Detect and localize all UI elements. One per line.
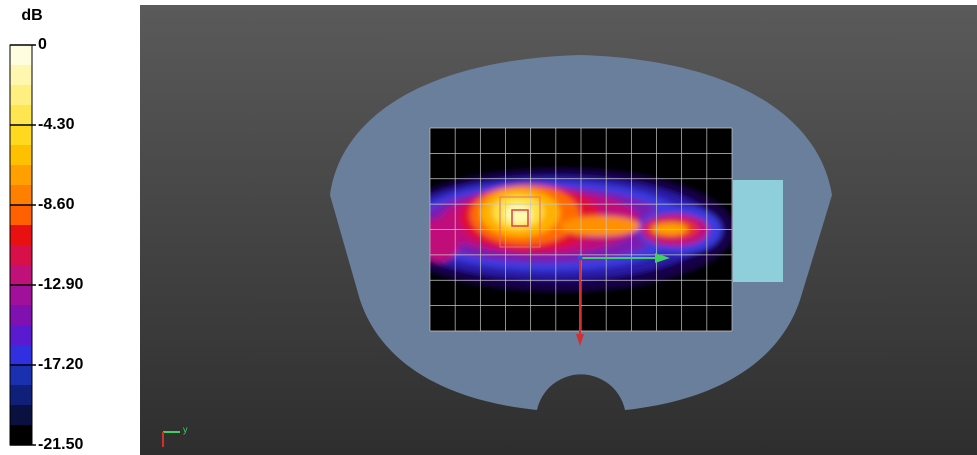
colorbar-label: -8.60 [38, 196, 75, 213]
colorbar-band [10, 365, 32, 386]
colorbar-band [10, 205, 32, 226]
colorbar-label: -17.20 [38, 356, 83, 373]
colorbar-band [10, 345, 32, 366]
colorbar-band [10, 225, 32, 246]
zoom-box [499, 196, 541, 248]
device-outline [733, 180, 783, 282]
colorbar-band [10, 265, 32, 286]
colorbar-label: -21.50 [38, 436, 83, 453]
colorbar-band [10, 185, 32, 206]
colorbar-band [10, 305, 32, 326]
sar-heatmap [430, 168, 732, 292]
axis-x-arrow [655, 253, 670, 263]
colorbar-label: 0 [38, 36, 47, 53]
colorbar-band [10, 325, 32, 346]
colorbar-band [10, 285, 32, 306]
colorbar-band [10, 105, 32, 126]
mini-axis-label: y [183, 424, 188, 434]
colorbar-band [10, 125, 32, 146]
colorbar-label: -12.90 [38, 276, 83, 293]
peak-box [511, 209, 529, 227]
colorbar-label: -4.30 [38, 116, 75, 133]
colorbar-band [10, 65, 32, 86]
colorbar-band [10, 165, 32, 186]
colorbar-band [10, 425, 32, 446]
colorbar-band [10, 85, 32, 106]
colorbar-band [10, 385, 32, 406]
colorbar-band [10, 245, 32, 266]
colorbar-band [10, 45, 32, 66]
colorbar-unit: dB [21, 7, 42, 24]
colorbar-band [10, 145, 32, 166]
colorbar: 0 -4.30 -8.60 -12.90 -17.20 -21.50 [9, 36, 83, 453]
colorbar-band [10, 405, 32, 426]
axis-z-arrow [576, 334, 584, 346]
axis-origin [577, 255, 583, 261]
